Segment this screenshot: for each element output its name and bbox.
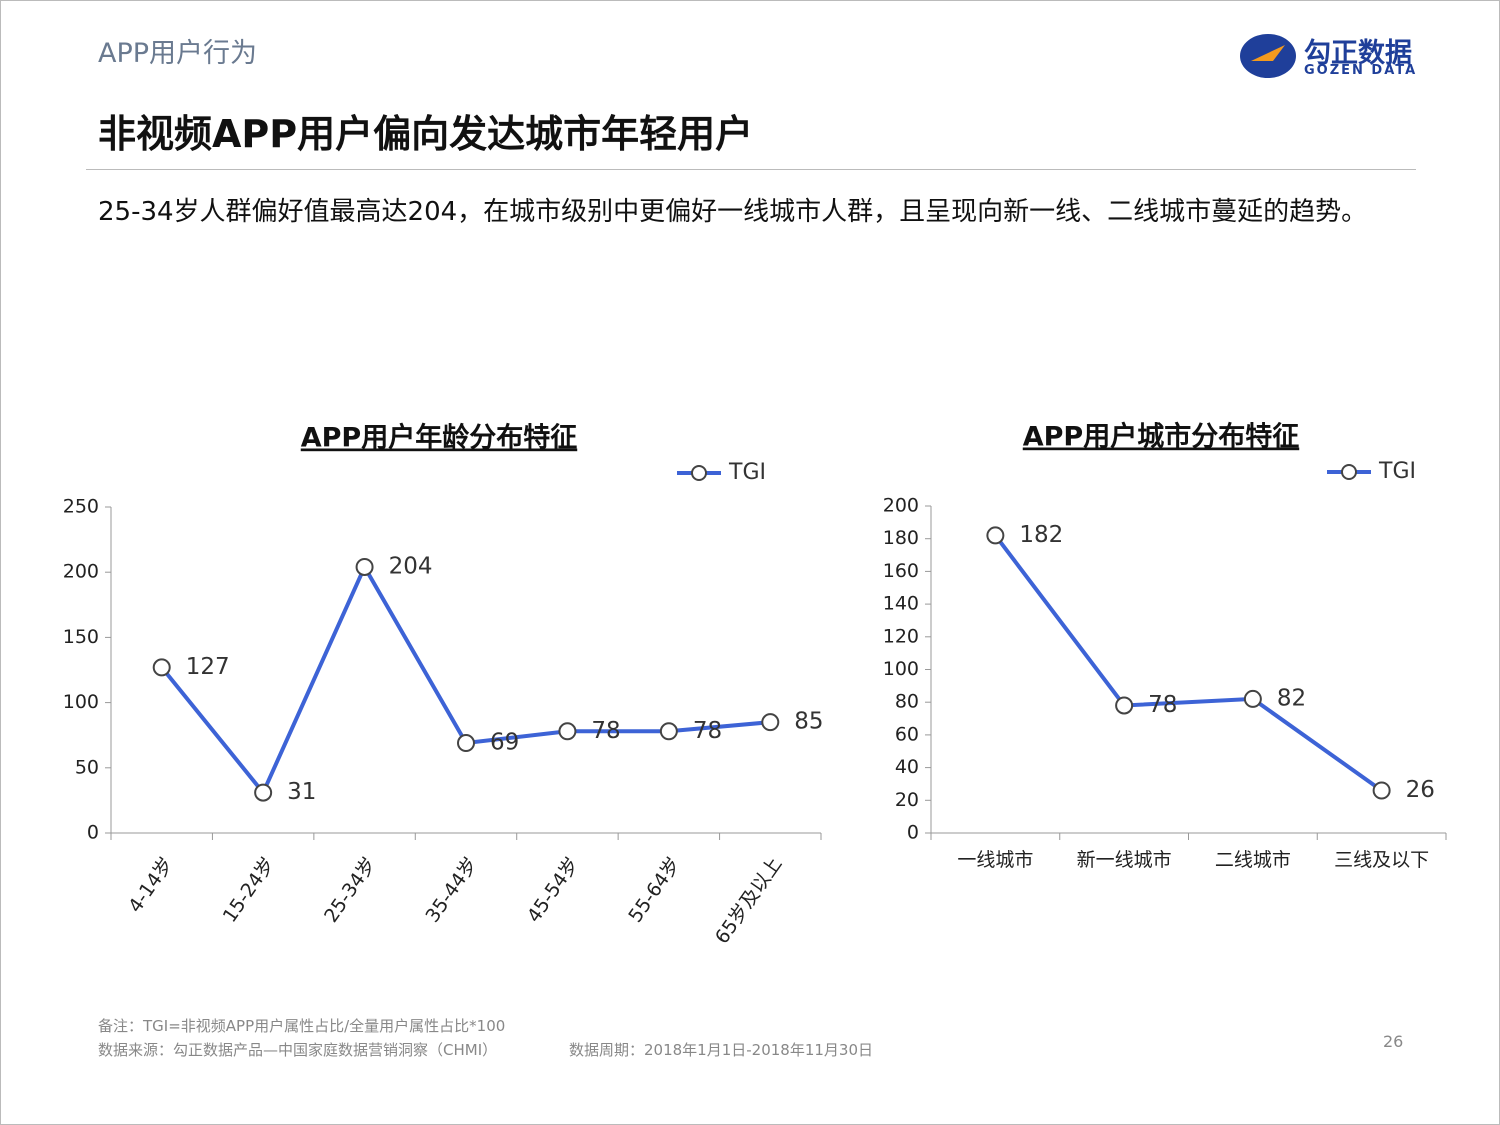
y-tick-label: 200 xyxy=(63,561,99,583)
point xyxy=(761,713,780,732)
y-tick-label: 200 xyxy=(883,495,919,517)
point xyxy=(659,722,678,741)
x-tick-label: 55-64岁 xyxy=(624,853,685,926)
y-tick-label: 0 xyxy=(907,822,919,844)
logo-sub: GOZEN DATA xyxy=(1304,63,1418,78)
data-label: 127 xyxy=(186,654,230,680)
data-label: 26 xyxy=(1406,777,1435,803)
y-tick-label: 160 xyxy=(883,560,919,582)
page-number: 26 xyxy=(1383,1032,1404,1051)
legend-label: TGI xyxy=(728,460,766,485)
y-tick-label: 100 xyxy=(63,691,99,713)
x-tick-label: 二线城市 xyxy=(1215,849,1291,871)
x-tick-label: 65岁及以上 xyxy=(711,853,786,948)
data-label: 204 xyxy=(389,553,433,579)
chart-title: APP用户城市分布特征 xyxy=(1023,421,1299,453)
data-label: 69 xyxy=(490,730,519,756)
y-tick-label: 250 xyxy=(63,496,99,518)
point xyxy=(457,734,475,753)
section-label: APP用户行为 xyxy=(98,38,258,69)
x-tick-label: 35-44岁 xyxy=(422,853,483,926)
period: 数据周期：2018年1月1日-2018年11月30日 xyxy=(569,1041,874,1059)
series-line xyxy=(993,534,1383,793)
point xyxy=(254,783,273,802)
data-label: 82 xyxy=(1277,685,1306,711)
y-tick-label: 100 xyxy=(883,658,919,680)
chart-title: APP用户年龄分布特征 xyxy=(301,422,577,454)
series-line xyxy=(160,562,771,797)
logo-name: 勾正数据 xyxy=(1304,38,1412,69)
logo-icon xyxy=(1237,31,1299,81)
divider xyxy=(86,169,1416,170)
legend-label: TGI xyxy=(1378,459,1416,484)
y-tick-label: 120 xyxy=(883,625,919,647)
y-tick-label: 180 xyxy=(883,527,919,549)
data-label: 78 xyxy=(591,718,620,744)
data-label: 31 xyxy=(287,779,316,805)
x-tick-label: 15-24岁 xyxy=(219,853,280,926)
data-label: 85 xyxy=(794,709,823,735)
point xyxy=(1243,689,1262,708)
y-tick-label: 20 xyxy=(895,789,919,811)
legend-marker xyxy=(1341,464,1357,480)
y-tick-label: 0 xyxy=(87,822,99,844)
footnote: 备注：TGI=非视频APP用户属性占比/全量用户属性占比*100 xyxy=(98,1017,506,1035)
slide-title: 非视频APP用户偏向发达城市年轻用户 xyxy=(98,112,754,156)
data-label: 78 xyxy=(1148,692,1177,718)
x-tick-label: 45-54岁 xyxy=(523,853,584,926)
x-tick-label: 一线城市 xyxy=(957,849,1033,871)
y-tick-label: 150 xyxy=(63,626,99,648)
data-label: 182 xyxy=(1019,522,1063,548)
y-tick-label: 50 xyxy=(75,756,99,778)
x-tick-label: 4-14岁 xyxy=(124,853,178,917)
summary: 25-34岁人群偏好值最高达204，在城市级别中更偏好一线城市人群，且呈现向新一… xyxy=(98,197,1368,227)
y-tick-label: 60 xyxy=(895,723,919,745)
x-tick-label: 25-34岁 xyxy=(320,853,381,926)
x-tick-label: 三线及以下 xyxy=(1334,849,1429,871)
point xyxy=(152,658,171,677)
data-label: 78 xyxy=(693,718,722,744)
point xyxy=(1372,781,1391,800)
source: 数据来源：勾正数据产品—中国家庭数据营销洞察（CHMI） xyxy=(98,1041,498,1059)
point xyxy=(986,526,1005,545)
y-tick-label: 80 xyxy=(895,691,919,713)
x-tick-label: 新一线城市 xyxy=(1077,849,1172,871)
point xyxy=(558,722,577,741)
y-tick-label: 140 xyxy=(883,593,919,615)
point xyxy=(1115,696,1134,715)
legend-marker xyxy=(691,465,707,481)
y-tick-label: 40 xyxy=(895,756,919,778)
point xyxy=(355,557,374,576)
